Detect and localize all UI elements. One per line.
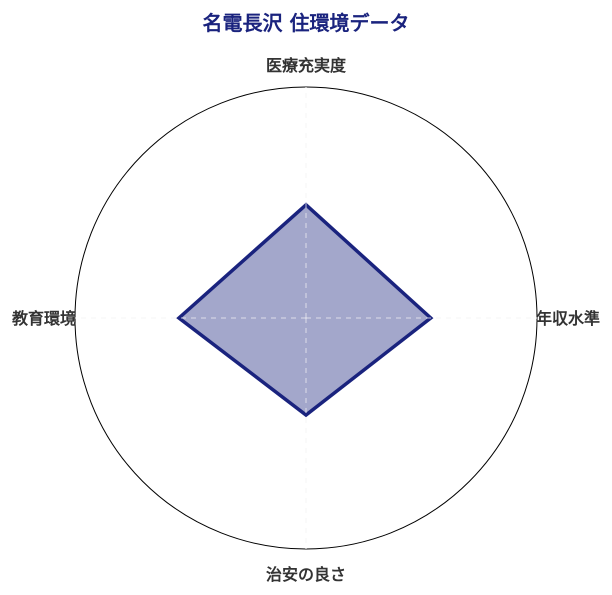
- axis-label-safety: 治安の良さ: [266, 565, 346, 584]
- axis-label-medical: 医療充実度: [266, 56, 347, 75]
- axis-label-education: 教育環境: [12, 309, 76, 328]
- chart-title: 名電長沢 住環境データ: [203, 11, 410, 35]
- axis-label-income: 年収水準: [536, 309, 600, 328]
- series-polygon: [176, 202, 434, 418]
